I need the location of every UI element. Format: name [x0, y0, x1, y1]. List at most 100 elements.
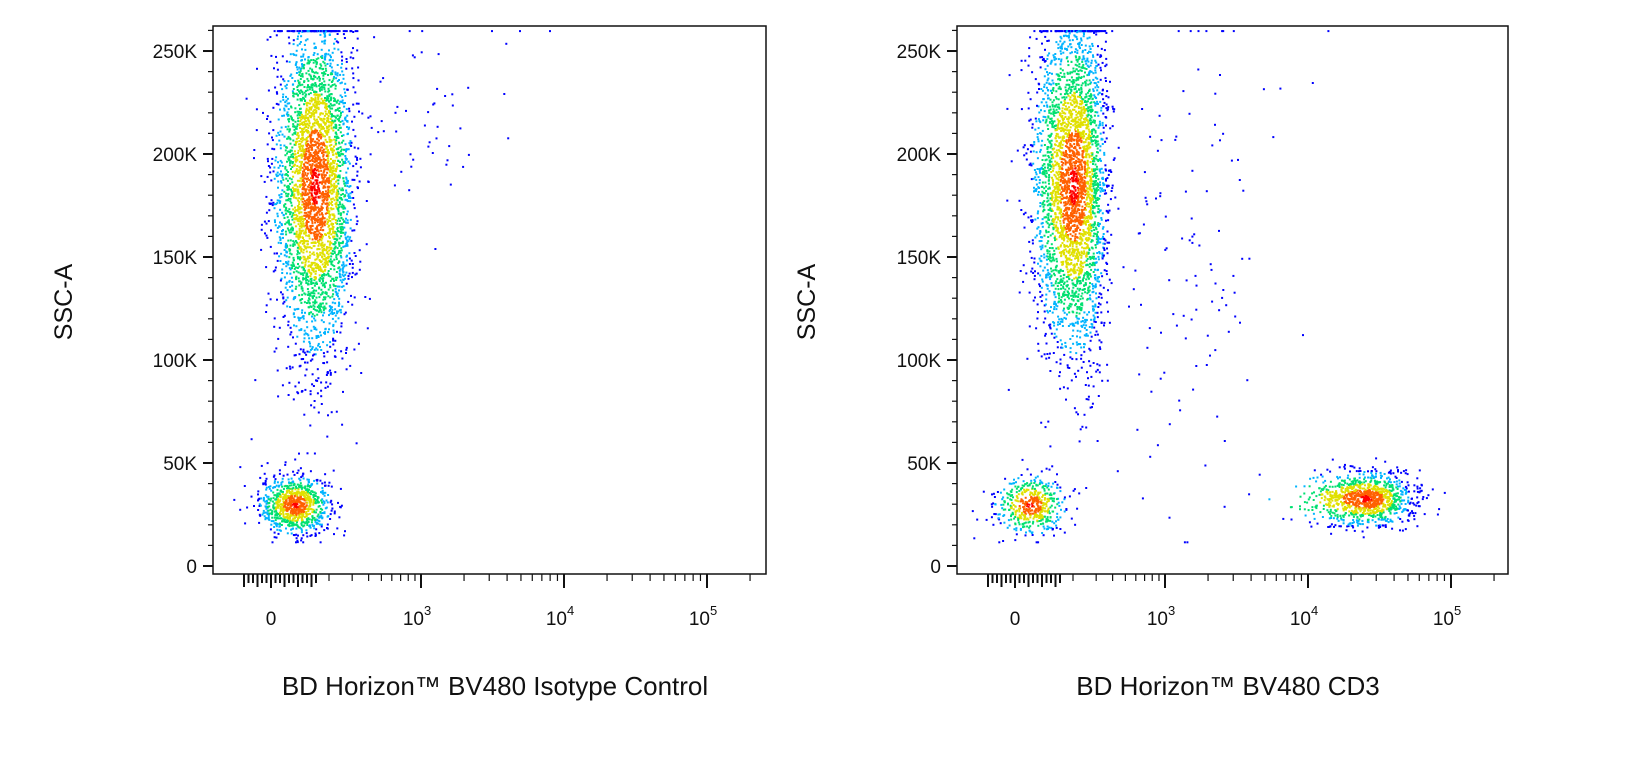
event-dot [299, 225, 301, 228]
event-dot [291, 480, 294, 483]
event-dot [311, 517, 314, 520]
event-dot [326, 263, 329, 266]
event-dot [310, 282, 313, 285]
event-dot [300, 527, 303, 530]
event-dot [321, 86, 324, 89]
event-dot [295, 527, 298, 530]
event-dot [309, 102, 312, 105]
event-dot [282, 488, 285, 490]
event-dot [346, 213, 348, 216]
event-dot [352, 128, 355, 131]
event-dot [322, 30, 325, 33]
event-dot [301, 129, 304, 132]
event-dot [369, 153, 372, 156]
event-dot [297, 134, 300, 137]
event-dot [327, 253, 330, 256]
event-dot [319, 33, 322, 36]
event-dot [295, 504, 298, 507]
event-dot [352, 72, 355, 75]
event-dot [1029, 491, 1032, 494]
event-dot [322, 270, 325, 273]
event-dot [295, 285, 298, 288]
event-dot [314, 326, 317, 329]
event-dot [284, 223, 287, 226]
event-dot [276, 68, 279, 71]
event-dot [304, 361, 306, 364]
event-dot [1029, 525, 1032, 528]
event-dot [323, 127, 326, 130]
event-dot [341, 55, 344, 58]
event-dot [295, 158, 298, 161]
event-dot [330, 202, 332, 205]
event-dot [287, 199, 290, 202]
event-dot [299, 92, 301, 95]
event-dot [318, 278, 321, 281]
event-dot [302, 131, 305, 134]
event-dot [345, 198, 348, 201]
event-dot [327, 494, 330, 496]
event-dot [318, 158, 321, 161]
event-dot [312, 251, 315, 254]
event-dot [315, 296, 318, 299]
event-dot [301, 508, 304, 511]
event-dot [348, 107, 351, 110]
event-dot [298, 197, 301, 200]
event-dot [1092, 55, 1095, 58]
event-dot [310, 483, 313, 486]
event-dot [301, 309, 304, 312]
event-dot [313, 93, 316, 96]
event-dot [339, 146, 342, 149]
event-dot [296, 472, 299, 474]
event-dot [266, 175, 269, 178]
event-dot [334, 196, 337, 199]
event-dot [334, 308, 337, 311]
event-dot [295, 216, 298, 219]
event-dot [296, 170, 298, 173]
event-dot [286, 518, 289, 521]
event-dot [323, 162, 325, 165]
event-dot [341, 163, 344, 166]
event-dot [299, 516, 302, 519]
event-dot [1027, 518, 1030, 521]
event-dot [352, 57, 355, 60]
event-dot [317, 224, 320, 227]
event-dot [279, 100, 282, 103]
event-dot [299, 298, 302, 301]
event-dot [309, 359, 312, 362]
event-dot [357, 66, 360, 69]
event-dot [281, 55, 284, 58]
event-dot [298, 200, 301, 203]
event-dot [336, 222, 338, 225]
event-dot [309, 232, 312, 235]
event-dot [324, 195, 327, 198]
event-dot [320, 523, 323, 526]
event-dot [1016, 516, 1019, 519]
event-dot [282, 518, 285, 521]
event-dot [342, 123, 345, 126]
event-dot [329, 139, 332, 141]
event-dot [338, 285, 341, 288]
event-dot [287, 36, 290, 39]
event-dot [410, 165, 413, 168]
event-dot [320, 193, 323, 196]
event-dot [276, 259, 279, 262]
event-dot [328, 190, 331, 192]
event-dot [305, 499, 308, 502]
event-dot [1036, 498, 1039, 501]
event-dot [323, 175, 326, 178]
event-dot [448, 145, 451, 148]
event-dot [292, 499, 295, 502]
event-dot [300, 140, 303, 143]
event-dot [288, 280, 291, 283]
event-dot [333, 182, 336, 185]
event-dot [305, 276, 308, 279]
event-dot [1031, 493, 1034, 496]
event-dot [307, 215, 310, 218]
event-dot [1027, 488, 1030, 491]
event-dot [274, 269, 277, 272]
event-dot [291, 284, 294, 287]
event-dot [254, 379, 257, 382]
event-dot [313, 509, 316, 512]
event-dot [326, 30, 329, 33]
event-dot [320, 135, 323, 138]
